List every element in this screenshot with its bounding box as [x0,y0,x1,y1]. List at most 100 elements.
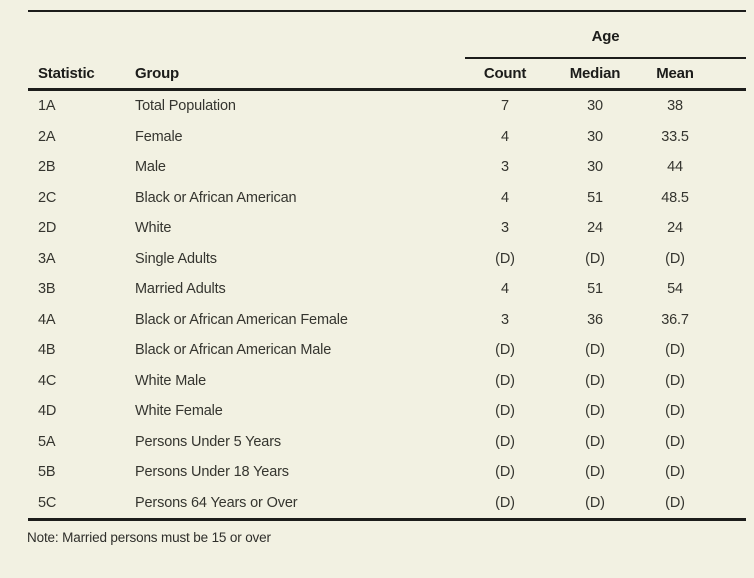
row-statistic-cell: 4D [38,403,57,420]
row-group-cell: Black or African American Male [135,342,332,359]
row-mean-cell: (D) [665,250,685,267]
row-statistic-cell: 2B [38,159,56,176]
header-divider-rule [28,88,746,91]
row-group-cell: Black or African American [135,189,297,206]
row-count-cell: (D) [495,250,515,267]
row-group-cell: Persons Under 5 Years [135,433,281,450]
row-count-cell: 4 [501,281,509,298]
row-median-cell: 51 [587,189,603,206]
row-mean-cell: (D) [665,433,685,450]
row-count-cell: 3 [501,311,509,328]
table-row: 3B Married Adults 4 51 54 [28,274,746,305]
table-row: 4C White Male (D) (D) (D) [28,366,746,397]
column-header-row: Statistic Group Count Median Mean [28,59,746,88]
row-group-cell: Persons 64 Years or Over [135,494,298,511]
row-group-cell: Persons Under 18 Years [135,464,289,481]
age-spanner-label: Age [591,28,620,45]
spanner-row: Age [28,12,746,59]
row-median-cell: (D) [585,433,605,450]
column-header-median: Median [569,65,621,82]
column-header-count: Count [483,65,527,82]
table-row: 2D White 3 24 24 [28,213,746,244]
row-median-cell: 51 [587,281,603,298]
row-median-cell: (D) [585,494,605,511]
row-mean-cell: (D) [665,342,685,359]
row-group-cell: Black or African American Female [135,311,348,328]
row-count-cell: (D) [495,494,515,511]
row-group-cell: Male [135,159,166,176]
table-row: 4D White Female (D) (D) (D) [28,396,746,427]
row-group-cell: Married Adults [135,281,226,298]
row-median-cell: (D) [585,250,605,267]
table-row: 1A Total Population 7 30 38 [28,91,746,122]
table-note: Note: Married persons must be 15 or over [27,530,271,545]
row-count-cell: 3 [501,159,509,176]
row-median-cell: 24 [587,220,603,237]
row-mean-cell: (D) [665,372,685,389]
row-count-cell: 4 [501,128,509,145]
row-median-cell: (D) [585,464,605,481]
row-mean-cell: 48.5 [661,189,689,206]
row-median-cell: 30 [587,159,603,176]
row-median-cell: 36 [587,311,603,328]
table-row: 2C Black or African American 4 51 48.5 [28,183,746,214]
row-group-cell: White Male [135,372,207,389]
column-header-mean: Mean [656,65,694,82]
age-spanner: Age [465,12,746,59]
row-count-cell: 4 [501,189,509,206]
table-body: 1A Total Population 7 30 38 2A Female 4 … [28,91,746,518]
row-statistic-cell: 4A [38,311,56,328]
age-spanner-rule [465,57,746,59]
row-statistic-cell: 2C [38,189,57,206]
table-row: 2B Male 3 30 44 [28,152,746,183]
column-header-statistic: Statistic [38,65,95,82]
row-group-cell: Total Population [135,98,236,115]
table-row: 5C Persons 64 Years or Over (D) (D) (D) [28,488,746,519]
row-statistic-cell: 2D [38,220,57,237]
row-group-cell: White Female [135,403,223,420]
row-mean-cell: (D) [665,494,685,511]
row-mean-cell: 24 [667,220,683,237]
table-row: 3A Single Adults (D) (D) (D) [28,244,746,275]
row-statistic-cell: 1A [38,98,56,115]
row-median-cell: 30 [587,128,603,145]
row-statistic-cell: 3A [38,250,56,267]
row-median-cell: (D) [585,372,605,389]
row-group-cell: White [135,220,172,237]
row-group-cell: Single Adults [135,250,217,267]
table-top-rule [28,10,746,12]
row-mean-cell: 33.5 [661,128,689,145]
row-count-cell: (D) [495,403,515,420]
row-statistic-cell: 5C [38,494,57,511]
row-statistic-cell: 4B [38,342,56,359]
row-count-cell: (D) [495,372,515,389]
row-median-cell: (D) [585,342,605,359]
column-header-group: Group [135,65,179,82]
row-count-cell: (D) [495,433,515,450]
row-mean-cell: (D) [665,403,685,420]
row-mean-cell: 38 [667,98,683,115]
row-count-cell: (D) [495,342,515,359]
row-median-cell: 30 [587,98,603,115]
table-row: 5B Persons Under 18 Years (D) (D) (D) [28,457,746,488]
row-mean-cell: (D) [665,464,685,481]
row-statistic-cell: 5B [38,464,56,481]
row-count-cell: (D) [495,464,515,481]
row-statistic-cell: 3B [38,281,56,298]
statistics-table: Age Statistic Group Count Median Mean 1A… [27,10,746,545]
row-median-cell: (D) [585,403,605,420]
row-mean-cell: 36.7 [661,311,689,328]
row-statistic-cell: 5A [38,433,56,450]
row-group-cell: Female [135,128,183,145]
row-mean-cell: 54 [667,281,683,298]
row-count-cell: 3 [501,220,509,237]
row-count-cell: 7 [501,98,509,115]
table-row: 2A Female 4 30 33.5 [28,122,746,153]
table-row: 5A Persons Under 5 Years (D) (D) (D) [28,427,746,458]
table-row: 4A Black or African American Female 3 36… [28,305,746,336]
row-statistic-cell: 4C [38,372,57,389]
row-mean-cell: 44 [667,159,683,176]
row-statistic-cell: 2A [38,128,56,145]
table-row: 4B Black or African American Male (D) (D… [28,335,746,366]
table-bottom-rule [28,518,746,521]
